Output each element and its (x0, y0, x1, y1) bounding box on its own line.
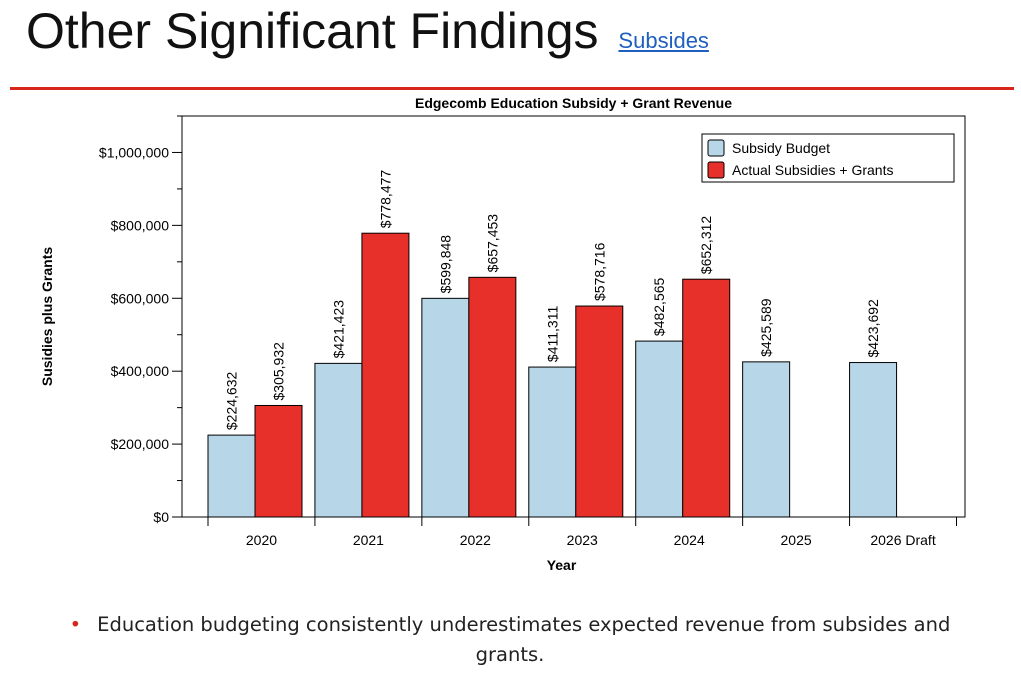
bar-actual-2024 (682, 278, 731, 518)
x-tick-label: 2026 Draft (870, 532, 935, 548)
data-label: $778,477 (377, 170, 393, 229)
x-tick-label: 2025 (781, 532, 812, 548)
bar-actual-2022 (468, 276, 517, 518)
bar-budget-2024 (635, 340, 684, 518)
x-tick-label: 2022 (460, 532, 491, 548)
y-tick-label: $800,000 (111, 217, 170, 233)
slide-title: Other Significant Findings Subsides (26, 2, 709, 60)
data-label: $657,453 (484, 214, 500, 273)
legend-swatch (707, 161, 725, 179)
data-label: $599,848 (437, 235, 453, 294)
bar-budget-2020 (207, 434, 256, 518)
data-label: $305,932 (271, 342, 287, 401)
data-label: $482,565 (651, 277, 667, 336)
data-label: $425,589 (758, 298, 774, 357)
bar-actual-2023 (575, 305, 624, 518)
slide-subtitle-link[interactable]: Subsides (618, 28, 709, 53)
bar-budget-2022 (421, 297, 470, 518)
bar-actual-2021 (361, 232, 410, 518)
bullet-dot: • (69, 613, 82, 636)
data-label: $652,312 (698, 216, 714, 275)
data-label: $421,423 (330, 300, 346, 359)
legend-box (701, 133, 955, 183)
legend-swatch (707, 139, 725, 157)
y-tick-label: $1,000,000 (99, 144, 169, 160)
legend-label: Actual Subsidies + Grants (732, 162, 893, 178)
data-label: $423,692 (865, 299, 881, 358)
bar-budget-2021 (314, 362, 363, 518)
data-label: $578,716 (591, 242, 607, 301)
revenue-bar-chart: Edgecomb Education Subsidy + Grant Reven… (39, 95, 966, 573)
x-tick-label: 2021 (353, 532, 384, 548)
title-divider (10, 87, 1014, 90)
y-tick-label: $0 (153, 509, 169, 525)
data-label: $224,632 (224, 372, 240, 431)
y-tick-label: $400,000 (111, 363, 170, 379)
y-tick-label: $600,000 (111, 290, 170, 306)
chart-title: Edgecomb Education Subsidy + Grant Reven… (415, 95, 732, 111)
finding-text: Education budgeting consistently underes… (97, 613, 951, 666)
x-tick-label: 2024 (674, 532, 705, 548)
plot-frame (181, 115, 966, 518)
y-axis-label: Susidies plus Grants (39, 247, 55, 386)
bar-budget-2025 (742, 361, 791, 518)
y-tick-label: $200,000 (111, 436, 170, 452)
legend-label: Subsidy Budget (732, 140, 830, 156)
finding-bullet: • Education budgeting consistently undere… (60, 610, 960, 670)
x-tick-label: 2023 (567, 532, 598, 548)
bar-actual-2020 (254, 404, 303, 518)
bar-budget-2023 (528, 366, 577, 518)
data-label: $411,311 (544, 306, 560, 363)
x-axis-label: Year (547, 557, 577, 573)
bar-budget-2026-draft (849, 362, 898, 518)
slide-title-text: Other Significant Findings (26, 3, 599, 59)
x-tick-label: 2020 (246, 532, 277, 548)
